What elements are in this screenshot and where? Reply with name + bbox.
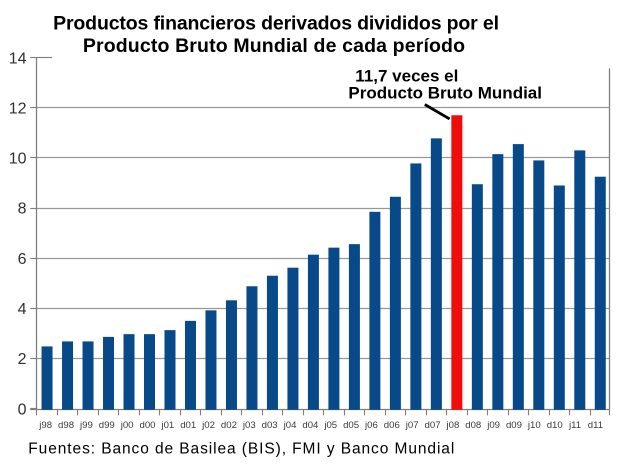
svg-text:j02: j02	[201, 420, 215, 431]
svg-text:d09: d09	[506, 420, 522, 431]
svg-text:d00: d00	[139, 420, 155, 431]
svg-text:d03: d03	[262, 420, 278, 431]
svg-text:j00: j00	[120, 420, 134, 431]
svg-text:11,7 veces el: 11,7 veces el	[355, 67, 458, 86]
svg-text:d10: d10	[547, 420, 563, 431]
svg-text:j99: j99	[79, 420, 93, 431]
svg-text:d05: d05	[343, 420, 359, 431]
svg-text:d98: d98	[58, 420, 74, 431]
svg-text:j09: j09	[486, 420, 500, 431]
svg-text:14: 14	[9, 50, 27, 67]
svg-text:Productos financieros derivado: Productos financieros derivados dividido…	[53, 13, 499, 35]
svg-text:j98: j98	[38, 420, 52, 431]
svg-text:j05: j05	[323, 420, 337, 431]
svg-text:j04: j04	[283, 420, 297, 431]
svg-text:d08: d08	[465, 420, 481, 431]
svg-text:6: 6	[18, 251, 27, 268]
svg-text:j01: j01	[160, 420, 174, 431]
svg-text:d11: d11	[588, 420, 603, 431]
svg-text:0: 0	[18, 401, 27, 418]
svg-text:Producto Bruto Mundial: Producto Bruto Mundial	[348, 84, 542, 103]
svg-text:d02: d02	[221, 420, 237, 431]
svg-text:8: 8	[18, 201, 27, 218]
svg-text:d01: d01	[180, 420, 196, 431]
svg-text:10: 10	[9, 151, 27, 168]
svg-text:d99: d99	[99, 420, 115, 431]
svg-text:j10: j10	[527, 420, 541, 431]
svg-text:d04: d04	[302, 420, 319, 431]
svg-text:Fuentes: Banco de Basilea (BIS: Fuentes: Banco de Basilea (BIS), FMI y B…	[28, 440, 455, 457]
svg-text:j07: j07	[405, 420, 419, 431]
svg-text:j11: j11	[568, 420, 581, 431]
svg-text:d07: d07	[425, 420, 441, 431]
svg-text:Producto Bruto Mundial de cada: Producto Bruto Mundial de cada período	[83, 35, 465, 57]
svg-text:12: 12	[9, 101, 27, 118]
svg-text:4: 4	[18, 301, 27, 318]
svg-text:2: 2	[18, 351, 27, 368]
svg-text:j08: j08	[445, 420, 459, 431]
svg-text:j06: j06	[364, 420, 378, 431]
svg-text:j03: j03	[242, 420, 256, 431]
svg-text:d06: d06	[384, 420, 400, 431]
